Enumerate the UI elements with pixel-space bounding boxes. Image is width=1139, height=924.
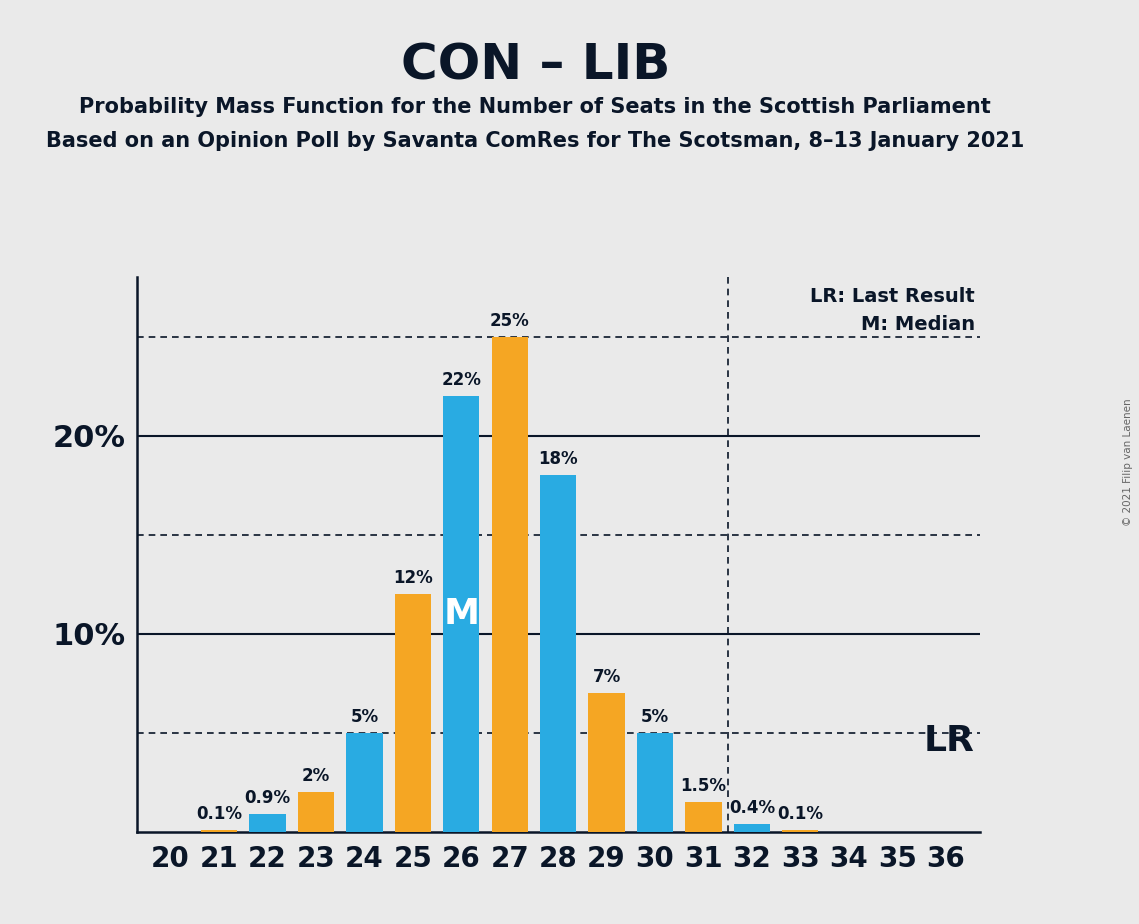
Text: M: Median: M: Median (861, 315, 975, 334)
Bar (394, 594, 431, 832)
Text: M: M (443, 597, 480, 631)
Bar (686, 802, 722, 832)
Text: 12%: 12% (393, 569, 433, 587)
Text: 0.4%: 0.4% (729, 798, 775, 817)
Text: LR: LR (924, 723, 975, 758)
Text: Based on an Opinion Poll by Savanta ComRes for The Scotsman, 8–13 January 2021: Based on an Opinion Poll by Savanta ComR… (47, 131, 1024, 152)
Bar (297, 792, 334, 832)
Bar (540, 475, 576, 832)
Text: 2%: 2% (302, 767, 330, 785)
Text: 18%: 18% (539, 450, 577, 468)
Text: 0.1%: 0.1% (777, 805, 823, 822)
Text: 22%: 22% (441, 371, 481, 389)
Text: Probability Mass Function for the Number of Seats in the Scottish Parliament: Probability Mass Function for the Number… (80, 97, 991, 117)
Text: LR: Last Result: LR: Last Result (810, 287, 975, 306)
Bar (637, 733, 673, 832)
Bar (200, 830, 237, 832)
Text: CON – LIB: CON – LIB (401, 42, 670, 90)
Bar (346, 733, 383, 832)
Text: © 2021 Filip van Laenen: © 2021 Filip van Laenen (1123, 398, 1133, 526)
Bar (443, 396, 480, 832)
Text: 0.9%: 0.9% (245, 789, 290, 807)
Text: 5%: 5% (351, 708, 378, 725)
Text: 7%: 7% (592, 668, 621, 686)
Text: 1.5%: 1.5% (680, 777, 727, 795)
Bar (782, 830, 819, 832)
Text: 0.1%: 0.1% (196, 805, 241, 822)
Text: 25%: 25% (490, 311, 530, 330)
Bar (734, 823, 770, 832)
Text: 5%: 5% (641, 708, 669, 725)
Bar (249, 814, 286, 832)
Bar (589, 693, 624, 832)
Bar (492, 336, 527, 832)
